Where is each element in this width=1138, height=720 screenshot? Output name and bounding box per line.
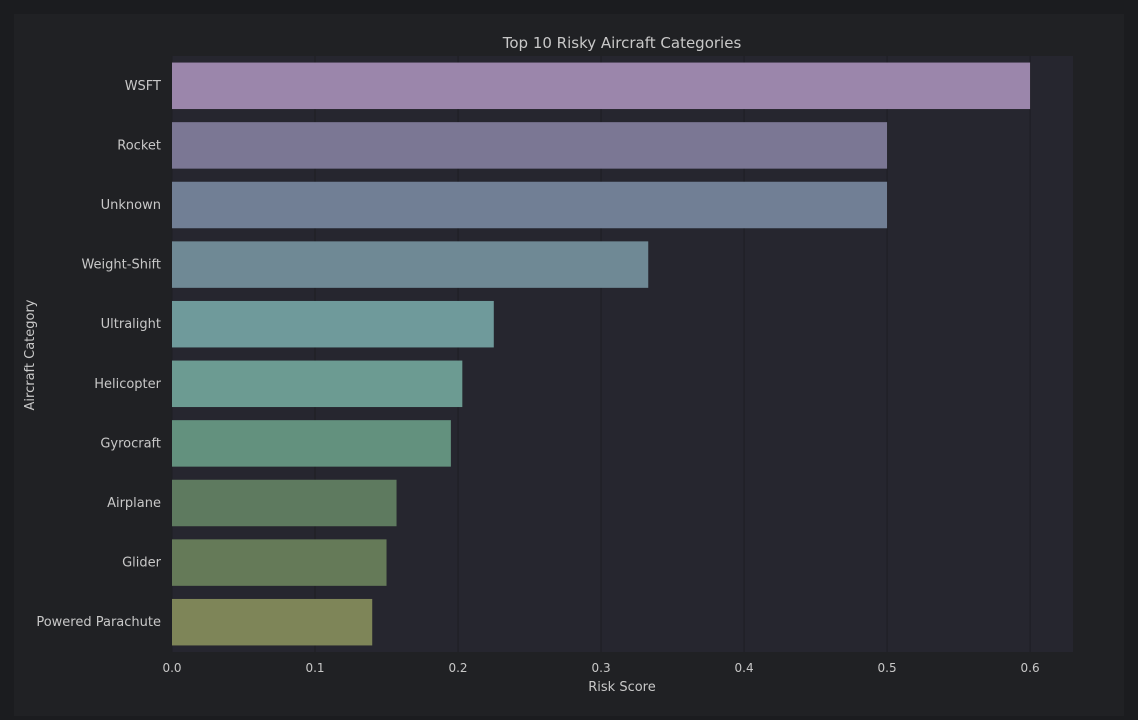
y-tick-labels: WSFT Rocket Unknown Weight-Shift Ultralight H… [36,79,161,630]
y-tick-label: Gyrocraft [100,436,161,451]
y-tick-label: Glider [122,556,162,571]
x-axis-label: Risk Score [588,680,656,695]
bar-unknown [172,181,888,229]
y-tick-label: Rocket [117,138,161,153]
bar-ultralight [172,300,494,348]
bar-airplane [172,479,397,527]
x-tick-labels: 0.0 0.1 0.2 0.3 0.4 0.5 0.6 [162,661,1039,675]
bars [172,62,1031,646]
y-tick-label: Helicopter [94,377,161,392]
bar-glider [172,539,387,586]
x-tick-label: 0.3 [592,661,611,675]
chart-title: Top 10 Risky Aircraft Categories [502,34,742,52]
y-axis-label: Aircraft Category [23,299,38,410]
x-tick-label: 0.1 [305,661,324,675]
bar-weight-shift [172,241,649,288]
bar-gyrocraft [172,420,451,467]
bar-helicopter [172,360,463,408]
x-tick-label: 0.2 [448,661,467,675]
x-tick-label: 0.4 [735,661,754,675]
y-tick-label: Unknown [101,198,161,213]
y-tick-label: WSFT [125,79,161,94]
y-tick-label: Powered Parachute [36,615,161,630]
x-tick-label: 0.6 [1021,661,1040,675]
bar-rocket [172,122,888,169]
y-tick-label: Ultralight [101,317,161,332]
x-tick-label: 0.5 [878,661,897,675]
x-tick-label: 0.0 [162,661,181,675]
y-tick-label: Airplane [107,496,161,511]
bar-powered-parachute [172,598,373,646]
y-tick-label: Weight-Shift [81,258,161,273]
bar-wsft [172,62,1031,110]
